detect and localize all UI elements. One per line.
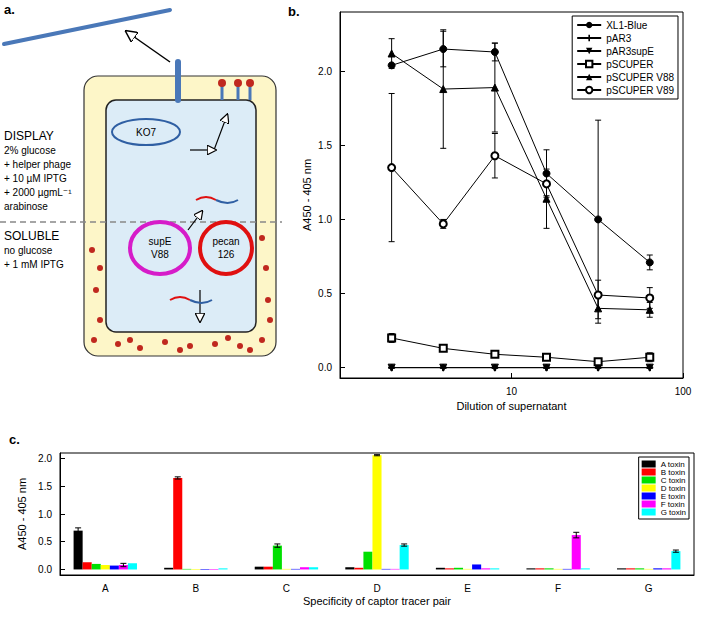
svg-text:126: 126 [218,249,235,260]
svg-text:100: 100 [675,386,692,397]
svg-text:1.0: 1.0 [38,509,52,520]
svg-text:arabinose: arabinose [4,201,48,212]
svg-text:0.5: 0.5 [318,288,332,299]
svg-text:pecan: pecan [212,236,239,247]
svg-text:a.: a. [4,2,15,17]
svg-text:0.0: 0.0 [318,362,332,373]
svg-text:A450 - 405 nm: A450 - 405 nm [301,159,313,231]
svg-text:2.0: 2.0 [38,453,52,464]
svg-text:Specificity of captor tracer p: Specificity of captor tracer pair [303,595,451,607]
svg-text:F toxin: F toxin [660,499,685,509]
svg-text:C toxin: C toxin [660,475,686,485]
svg-text:pSCUPER V88: pSCUPER V88 [606,72,674,83]
svg-text:A toxin: A toxin [660,459,685,469]
svg-text:F: F [555,583,561,594]
svg-text:Dilution of supernatant: Dilution of supernatant [456,400,566,412]
svg-text:+ 1 mM IPTG: + 1 mM IPTG [4,259,64,270]
svg-text:+ 10 µM IPTG: + 10 µM IPTG [4,173,67,184]
svg-text:1.5: 1.5 [38,481,52,492]
svg-text:0.0: 0.0 [38,564,52,575]
svg-text:supE: supE [149,236,172,247]
svg-text:E: E [464,583,471,594]
svg-text:A: A [102,583,109,594]
svg-text:DISPLAY: DISPLAY [4,129,54,143]
svg-text:1.5: 1.5 [318,140,332,151]
svg-text:c.: c. [9,432,20,447]
svg-text:2.0: 2.0 [318,66,332,77]
svg-text:pSCUPER V89: pSCUPER V89 [606,85,674,96]
svg-text:+ helper phage: + helper phage [4,159,71,170]
svg-text:D: D [373,583,380,594]
svg-text:B toxin: B toxin [660,467,686,477]
svg-text:pAR3: pAR3 [606,33,631,44]
svg-text:E toxin: E toxin [660,491,686,501]
svg-text:B: B [193,583,200,594]
svg-text:b.: b. [288,4,300,19]
svg-text:XL1-Blue: XL1-Blue [606,20,648,31]
svg-text:G: G [645,583,653,594]
svg-text:1.0: 1.0 [318,214,332,225]
svg-text:C: C [283,583,290,594]
svg-text:KO7: KO7 [136,127,156,138]
svg-text:D toxin: D toxin [660,483,686,493]
svg-text:pSCUPER: pSCUPER [606,59,653,70]
svg-text:SOLUBLE: SOLUBLE [4,229,59,243]
svg-text:2% glucose: 2% glucose [4,145,56,156]
svg-text:V88: V88 [151,249,169,260]
svg-text:+ 2000 µgmL⁻¹: + 2000 µgmL⁻¹ [4,187,72,198]
svg-text:no glucose: no glucose [4,245,53,256]
svg-text:G toxin: G toxin [661,508,686,517]
svg-text:pAR3supE: pAR3supE [606,46,654,57]
svg-text:A450 - 405 nm: A450 - 405 nm [16,478,28,550]
svg-text:10: 10 [506,386,518,397]
svg-text:0.5: 0.5 [38,536,52,547]
